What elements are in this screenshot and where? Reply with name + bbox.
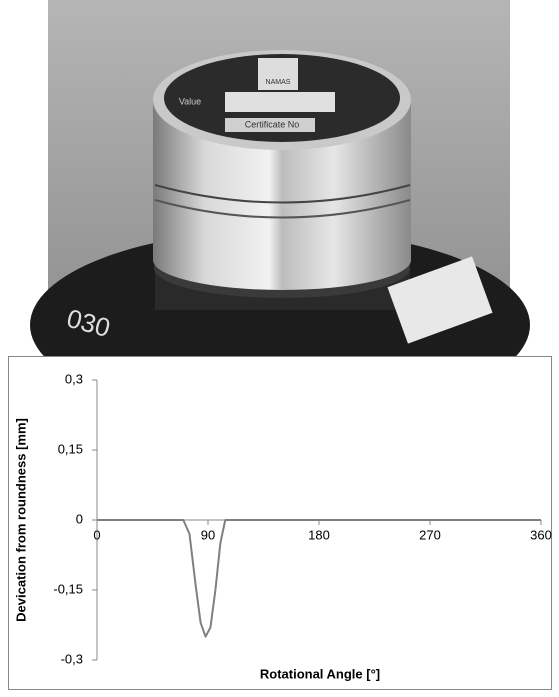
x-tick-label: 180 bbox=[308, 527, 330, 542]
photo-label: NAMAS bbox=[266, 79, 291, 86]
photo-label: Certificate No bbox=[245, 119, 300, 129]
x-tick-label: 360 bbox=[530, 527, 552, 542]
y-tick-label: -0,3 bbox=[61, 651, 83, 666]
x-tick-label: 0 bbox=[93, 527, 100, 542]
x-tick-label: 90 bbox=[201, 527, 215, 542]
y-tick-label: 0 bbox=[76, 511, 83, 526]
x-tick-label: 270 bbox=[419, 527, 441, 542]
chart-frame bbox=[8, 356, 552, 690]
y-tick-label: -0,15 bbox=[53, 581, 83, 596]
y-tick-label: 0,3 bbox=[65, 371, 83, 386]
data-line bbox=[97, 519, 541, 638]
y-tick-label: 0,15 bbox=[58, 441, 83, 456]
y-axis-title: Devication from roundness [mm] bbox=[13, 418, 28, 622]
x-axis-title: Rotational Angle [°] bbox=[260, 666, 380, 681]
photo-label: Value bbox=[179, 96, 201, 106]
